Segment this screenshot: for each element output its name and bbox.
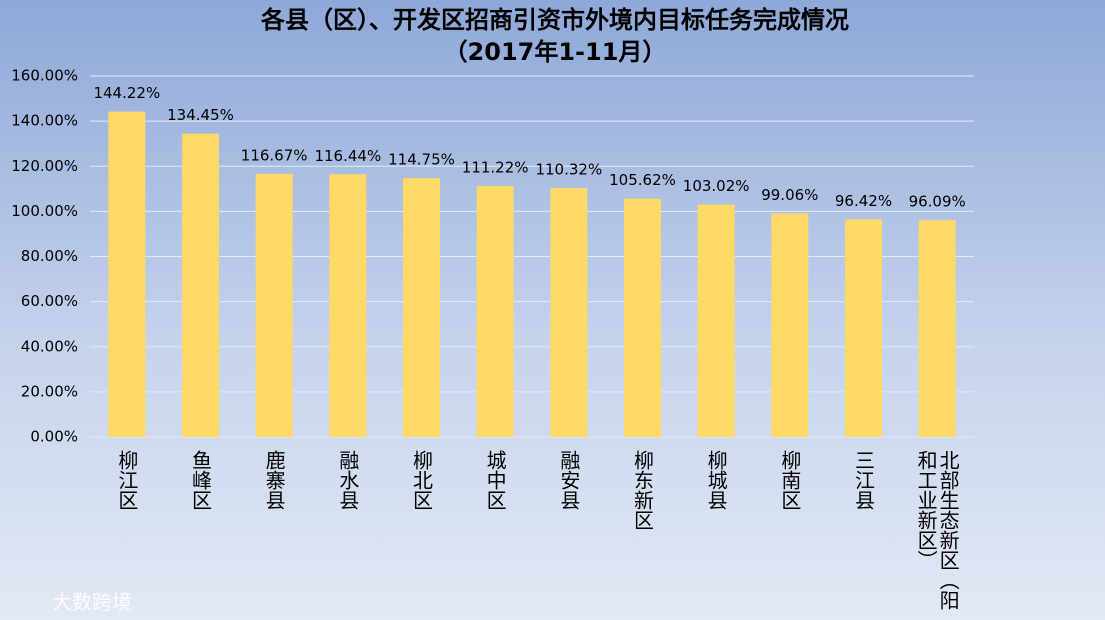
bar (550, 188, 588, 437)
x-tick-label: 融水县 (335, 450, 360, 510)
bar (624, 198, 661, 437)
value-label: 96.09% (909, 193, 966, 211)
y-tick-label: 120.00% (11, 157, 78, 175)
bar (403, 178, 440, 437)
value-label: 134.45% (167, 106, 234, 124)
y-tick-label: 80.00% (21, 247, 78, 265)
bar (182, 133, 219, 437)
chart-title: 各县（区）、开发区招商引资市外境内目标任务完成情况 (260, 6, 849, 34)
value-label: 116.44% (314, 147, 381, 165)
value-label: 114.75% (388, 151, 455, 169)
y-tick-label: 140.00% (11, 112, 78, 130)
x-tick-label: 三江县 (851, 450, 876, 510)
bar (918, 220, 956, 437)
y-tick-label: 0.00% (30, 428, 78, 446)
value-label: 110.32% (535, 161, 602, 179)
y-tick-label: 20.00% (21, 382, 78, 400)
x-tick-label: 鱼峰区 (188, 450, 213, 510)
bar (329, 174, 367, 437)
x-tick-label: 城中区 (483, 450, 508, 510)
x-tick-label: 柳东新区 (630, 450, 655, 530)
y-tick-label: 100.00% (11, 202, 78, 220)
y-tick-label: 160.00% (11, 67, 78, 85)
x-tick-label: 鹿寨县 (262, 450, 287, 510)
value-label: 111.22% (462, 159, 529, 177)
value-label: 96.42% (835, 192, 892, 210)
bar (771, 213, 809, 437)
value-label: 105.62% (609, 171, 676, 189)
value-label: 144.22% (93, 84, 160, 102)
watermark: 大数跨境 (52, 590, 132, 614)
bar (697, 204, 735, 437)
x-tick-label: 北部生态新区（阳和工业新区） (914, 450, 961, 610)
value-label: 99.06% (761, 186, 818, 204)
bar (255, 173, 293, 437)
x-tick-label: 柳北区 (409, 450, 434, 510)
bar (476, 186, 514, 437)
y-tick-label: 40.00% (21, 337, 78, 355)
bar (845, 219, 882, 437)
x-tick-label: 柳江区 (114, 450, 139, 510)
x-tick-label: 柳南区 (777, 450, 802, 510)
value-label: 103.02% (683, 177, 750, 195)
bar (108, 111, 146, 437)
x-tick-label: 融安县 (556, 450, 581, 510)
x-tick-label: 柳城县 (704, 450, 729, 510)
chart-subtitle: （2017年1-11月） (444, 38, 667, 66)
value-label: 116.67% (241, 146, 308, 164)
y-tick-label: 60.00% (21, 292, 78, 310)
